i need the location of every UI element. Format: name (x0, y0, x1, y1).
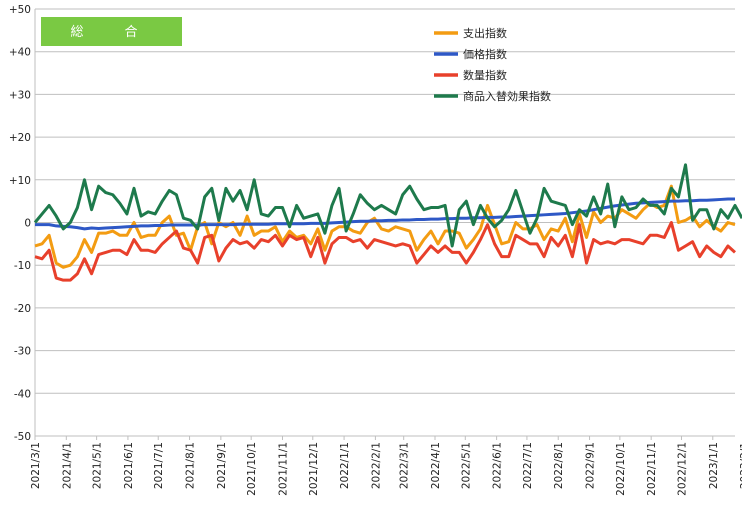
x-tick-label: 2021/3/1 (30, 442, 42, 489)
y-tick-label: +20 (9, 132, 31, 144)
x-axis: 2021/3/1 2021/4/1 2021/5/1 2021/6/1 2021/7/1… (30, 435, 742, 496)
x-tick-label: 2021/6/1 (123, 442, 135, 489)
category-badge-background (41, 17, 182, 46)
x-tick-label: 2022/10/1 (615, 442, 627, 496)
x-tick-label: 2021/9/1 (216, 442, 228, 489)
series-line-4 (33, 163, 742, 248)
grid-lines (35, 8, 735, 437)
legend-label: 数量指数 (463, 68, 507, 82)
x-tick-label: 2021/5/1 (92, 442, 104, 489)
y-tick-label: -10 (14, 260, 31, 272)
x-tick-label: 2022/2/1 (370, 442, 382, 489)
x-tick-label: 2022/9/1 (585, 442, 597, 489)
y-tick-label: -20 (14, 303, 31, 315)
x-tick-label: 2023/1/1 (708, 442, 720, 489)
y-tick-label: -30 (14, 346, 31, 358)
x-tick-label: 2021/11/1 (277, 442, 289, 496)
x-tick-label: 2021/10/1 (246, 442, 258, 496)
x-tick-label: 2022/4/1 (430, 442, 442, 489)
y-tick-label: -40 (14, 388, 31, 400)
y-tick-label: +10 (9, 175, 31, 187)
legend-label: 商品入替効果指数 (463, 89, 551, 103)
y-axis: -50 -40 -30 -20 -10 0 +10 +20 +30 +40 +50 (9, 4, 36, 443)
y-tick-label: +40 (9, 47, 31, 59)
y-tick-label: 0 (24, 218, 31, 230)
x-tick-label: 2022/5/1 (460, 442, 472, 489)
x-tick-label: 2022/8/1 (553, 442, 565, 489)
y-tick-label: +30 (9, 89, 31, 101)
x-tick-label: 2022/1/1 (339, 442, 351, 489)
series-line-3 (34, 221, 737, 282)
legend-label: 支出指数 (463, 26, 507, 40)
x-tick-label: 2022/6/1 (492, 442, 504, 489)
category-badge-label: 総 合 (70, 25, 151, 40)
x-tick-label: 2021/12/1 (308, 442, 320, 496)
x-tick-label: 2022/12/1 (676, 442, 688, 496)
x-tick-label: 2022/3/1 (399, 442, 411, 489)
x-tick-label: 2021/8/1 (185, 442, 197, 489)
x-tick-label: 2021/4/1 (61, 442, 73, 489)
y-tick-label: -50 (14, 431, 31, 443)
x-tick-label: 2022/11/1 (646, 442, 658, 496)
y-tick-label: +50 (9, 4, 31, 16)
x-tick-label: 2023/2/1 (739, 442, 742, 489)
x-tick-label: 2022/7/1 (522, 442, 534, 489)
legend-label: 価格指数 (463, 47, 507, 61)
x-tick-label: 2021/7/1 (153, 442, 165, 489)
series-lines (33, 163, 742, 282)
category-badge: 総 合 (41, 17, 182, 46)
